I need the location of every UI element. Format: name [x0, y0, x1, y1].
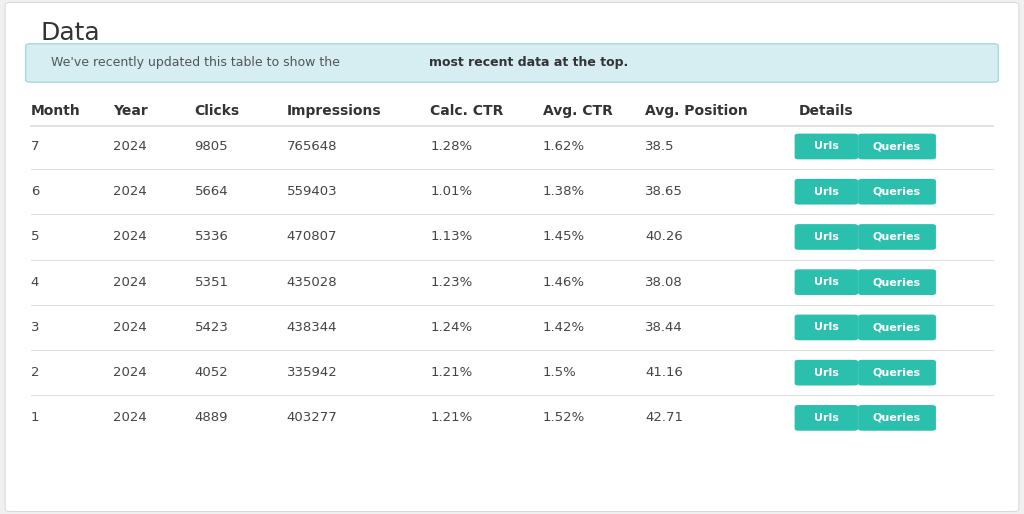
Text: 1.45%: 1.45% [543, 230, 585, 244]
Text: Details: Details [799, 103, 853, 118]
Text: 2024: 2024 [113, 185, 146, 198]
Text: 2: 2 [31, 366, 39, 379]
Text: 435028: 435028 [287, 276, 337, 289]
Text: 5351: 5351 [195, 276, 228, 289]
Text: Impressions: Impressions [287, 103, 381, 118]
Text: 2024: 2024 [113, 230, 146, 244]
FancyBboxPatch shape [795, 360, 858, 386]
FancyBboxPatch shape [795, 179, 858, 205]
Text: 403277: 403277 [287, 411, 338, 425]
FancyBboxPatch shape [858, 179, 936, 205]
FancyBboxPatch shape [5, 3, 1019, 511]
Text: Queries: Queries [873, 187, 921, 197]
Text: Urls: Urls [814, 141, 839, 152]
Text: Month: Month [31, 103, 81, 118]
FancyBboxPatch shape [858, 360, 936, 386]
Text: most recent data at the top.: most recent data at the top. [429, 56, 629, 69]
Text: 1: 1 [31, 411, 39, 425]
Text: Urls: Urls [814, 187, 839, 197]
Text: 5423: 5423 [195, 321, 228, 334]
Text: 335942: 335942 [287, 366, 338, 379]
Text: 38.65: 38.65 [645, 185, 683, 198]
Text: 2024: 2024 [113, 276, 146, 289]
Text: Urls: Urls [814, 277, 839, 287]
FancyBboxPatch shape [858, 269, 936, 295]
FancyBboxPatch shape [858, 405, 936, 431]
Text: We've recently updated this table to show the: We've recently updated this table to sho… [51, 56, 344, 69]
Text: 38.5: 38.5 [645, 140, 675, 153]
Text: Queries: Queries [873, 368, 921, 378]
Text: 559403: 559403 [287, 185, 337, 198]
FancyBboxPatch shape [858, 224, 936, 250]
Text: 1.28%: 1.28% [430, 140, 472, 153]
Text: Queries: Queries [873, 232, 921, 242]
Text: 4: 4 [31, 276, 39, 289]
Text: 6: 6 [31, 185, 39, 198]
Text: 5336: 5336 [195, 230, 228, 244]
Text: 470807: 470807 [287, 230, 337, 244]
Text: Queries: Queries [873, 322, 921, 333]
Text: 1.13%: 1.13% [430, 230, 472, 244]
Text: 40.26: 40.26 [645, 230, 683, 244]
Text: 2024: 2024 [113, 321, 146, 334]
Text: 42.71: 42.71 [645, 411, 683, 425]
Text: Urls: Urls [814, 232, 839, 242]
Text: 1.38%: 1.38% [543, 185, 585, 198]
Text: 41.16: 41.16 [645, 366, 683, 379]
Text: 5664: 5664 [195, 185, 228, 198]
Text: Queries: Queries [873, 413, 921, 423]
Text: Avg. Position: Avg. Position [645, 103, 748, 118]
Text: 2024: 2024 [113, 366, 146, 379]
Text: Calc. CTR: Calc. CTR [430, 103, 504, 118]
Text: Clicks: Clicks [195, 103, 240, 118]
Text: 2024: 2024 [113, 411, 146, 425]
Text: Urls: Urls [814, 413, 839, 423]
Text: 2024: 2024 [113, 140, 146, 153]
Text: 9805: 9805 [195, 140, 228, 153]
Text: 765648: 765648 [287, 140, 337, 153]
Text: Year: Year [113, 103, 147, 118]
FancyBboxPatch shape [795, 134, 858, 159]
Text: Queries: Queries [873, 277, 921, 287]
Text: 1.52%: 1.52% [543, 411, 585, 425]
Text: Avg. CTR: Avg. CTR [543, 103, 612, 118]
Text: Urls: Urls [814, 322, 839, 333]
Text: 1.21%: 1.21% [430, 366, 472, 379]
Text: 1.42%: 1.42% [543, 321, 585, 334]
Text: 1.62%: 1.62% [543, 140, 585, 153]
FancyBboxPatch shape [795, 405, 858, 431]
Text: 1.46%: 1.46% [543, 276, 585, 289]
FancyBboxPatch shape [26, 44, 998, 82]
Text: 5: 5 [31, 230, 39, 244]
Text: 1.23%: 1.23% [430, 276, 472, 289]
Text: 4052: 4052 [195, 366, 228, 379]
Text: 38.44: 38.44 [645, 321, 683, 334]
Text: 1.01%: 1.01% [430, 185, 472, 198]
Text: 4889: 4889 [195, 411, 228, 425]
Text: 1.21%: 1.21% [430, 411, 472, 425]
Text: 3: 3 [31, 321, 39, 334]
FancyBboxPatch shape [795, 315, 858, 340]
Text: 1.24%: 1.24% [430, 321, 472, 334]
Text: 7: 7 [31, 140, 39, 153]
Text: 438344: 438344 [287, 321, 337, 334]
FancyBboxPatch shape [858, 134, 936, 159]
Text: 38.08: 38.08 [645, 276, 683, 289]
FancyBboxPatch shape [795, 269, 858, 295]
Text: Data: Data [41, 22, 100, 45]
Text: Queries: Queries [873, 141, 921, 152]
Text: Urls: Urls [814, 368, 839, 378]
FancyBboxPatch shape [795, 224, 858, 250]
FancyBboxPatch shape [858, 315, 936, 340]
Text: 1.5%: 1.5% [543, 366, 577, 379]
